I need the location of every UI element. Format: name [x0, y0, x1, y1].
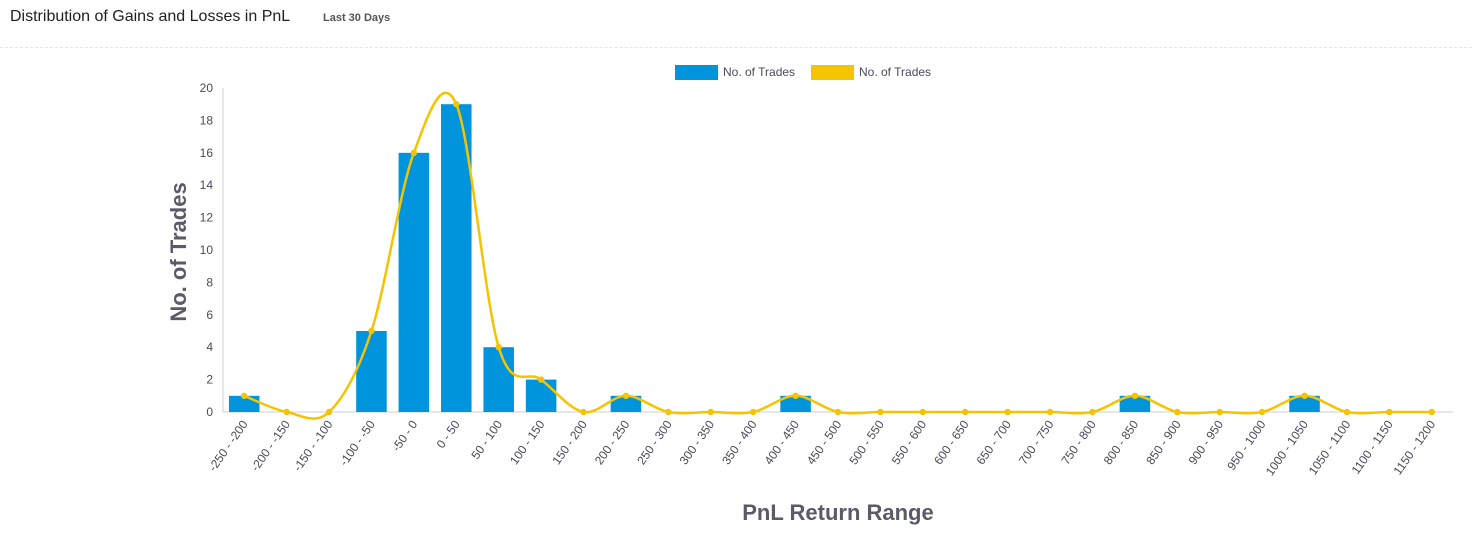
y-tick-label: 12: [200, 211, 214, 225]
line-point[interactable]: [962, 408, 969, 416]
legend-swatch[interactable]: [811, 65, 854, 80]
line-point[interactable]: [919, 408, 927, 416]
line-point[interactable]: [1004, 408, 1011, 416]
x-tick-label: 1150 - 1200: [1391, 417, 1439, 477]
y-tick-label: 2: [206, 373, 213, 387]
x-tick-label: 600 - 650: [931, 417, 972, 467]
line-point[interactable]: [368, 327, 375, 335]
x-tick-label: 50 - 100: [468, 417, 505, 461]
line-point[interactable]: [1386, 408, 1393, 416]
line-point[interactable]: [241, 392, 248, 399]
bar[interactable]: [398, 152, 430, 413]
y-tick-label: 14: [200, 178, 214, 192]
legend: No. of Trades No. of Trades: [675, 65, 931, 80]
bar[interactable]: [483, 347, 514, 412]
line-point[interactable]: [1343, 408, 1351, 416]
x-tick-label: 750 - 800: [1058, 417, 1099, 467]
x-tick-label: 300 - 350: [677, 417, 718, 467]
bar[interactable]: [441, 104, 472, 412]
bar-series: [228, 104, 1320, 413]
x-tick-label: 200 - 250: [592, 417, 633, 467]
line-point[interactable]: [453, 101, 460, 108]
x-axis-title: PnL Return Range: [742, 500, 934, 525]
y-tick-label: 16: [200, 146, 214, 160]
legend-label[interactable]: No. of Trades: [859, 65, 931, 79]
legend-swatch[interactable]: [675, 65, 718, 80]
line-point[interactable]: [877, 408, 884, 416]
x-tick-label: 150 - 200: [549, 417, 590, 467]
x-tick-label: 950 - 1000: [1224, 417, 1269, 472]
line-point[interactable]: [1089, 408, 1096, 416]
line-point[interactable]: [622, 392, 630, 399]
x-tick-label: 700 - 750: [1016, 417, 1057, 467]
line-series: [241, 91, 1435, 420]
x-tick-label: 0 - 50: [434, 417, 463, 450]
bar[interactable]: [356, 331, 387, 412]
line-point[interactable]: [283, 408, 290, 416]
x-tick-label: -50 - 0: [389, 417, 421, 454]
bar[interactable]: [610, 395, 642, 412]
x-tick-label: 900 - 950: [1186, 417, 1227, 467]
line-point[interactable]: [792, 392, 799, 399]
line-point[interactable]: [325, 408, 333, 416]
line-point[interactable]: [410, 149, 418, 156]
x-tick-label: 1050 - 1100: [1306, 417, 1354, 477]
x-tick-label: 500 - 550: [846, 417, 887, 467]
x-tick-label: 1100 - 1150: [1349, 417, 1396, 476]
x-tick-label: 650 - 700: [974, 417, 1015, 467]
line-point[interactable]: [749, 408, 757, 416]
x-tick-label: 350 - 400: [719, 417, 760, 467]
x-tick-label: 850 - 900: [1143, 417, 1184, 467]
x-tick-label: 800 - 850: [1101, 417, 1142, 467]
line-point[interactable]: [1216, 408, 1223, 416]
legend-label[interactable]: No. of Trades: [723, 65, 795, 79]
line-point[interactable]: [1428, 408, 1435, 416]
y-axis-title: No. of Trades: [166, 182, 191, 321]
x-tick-label: -200 - -150: [248, 417, 293, 473]
x-tick-label: 100 - 150: [507, 417, 548, 467]
y-tick-label: 20: [200, 81, 214, 95]
line-point[interactable]: [1046, 408, 1054, 416]
y-tick-label: 0: [206, 405, 213, 419]
bar[interactable]: [1119, 395, 1151, 412]
x-tick-label: -100 - -50: [337, 417, 378, 468]
line-point[interactable]: [1131, 392, 1139, 399]
y-tick-label: 6: [206, 308, 213, 322]
line-point[interactable]: [834, 408, 842, 416]
line-point[interactable]: [707, 408, 714, 416]
x-axis: -250 - -200-200 - -150-150 - -100 -100 - …: [206, 411, 1453, 478]
y-tick-label: 10: [200, 243, 214, 257]
y-tick-label: 8: [206, 275, 213, 289]
line-point[interactable]: [537, 376, 545, 383]
x-tick-label: 450 - 500: [804, 417, 845, 467]
y-tick-label: 18: [200, 113, 214, 127]
x-tick-label: -150 - -100: [290, 417, 335, 473]
chart-subtitle: Last 30 Days: [323, 12, 391, 24]
line-point[interactable]: [580, 408, 587, 416]
line-point[interactable]: [495, 344, 502, 351]
bar[interactable]: [1289, 395, 1320, 412]
y-axis: 0 2 4 6 8 10 12 14 16 18 20: [200, 81, 224, 419]
x-tick-label: -250 - -200: [206, 417, 251, 473]
chart-title: Distribution of Gains and Losses in PnL: [10, 8, 291, 25]
bar[interactable]: [525, 379, 557, 412]
line-point[interactable]: [1258, 408, 1266, 416]
x-tick-label: 400 - 450: [761, 417, 802, 467]
line-point[interactable]: [665, 408, 672, 416]
chart-header: Distribution of Gains and Losses in PnL …: [0, 0, 1472, 48]
line-point[interactable]: [1301, 392, 1308, 399]
x-tick-label: 250 - 300: [634, 417, 675, 467]
x-tick-label: 1000 - 1050: [1263, 417, 1311, 478]
x-tick-label: 550 - 600: [889, 417, 930, 467]
bar[interactable]: [780, 395, 811, 412]
y-tick-label: 4: [206, 340, 213, 354]
line-point[interactable]: [1174, 408, 1181, 416]
